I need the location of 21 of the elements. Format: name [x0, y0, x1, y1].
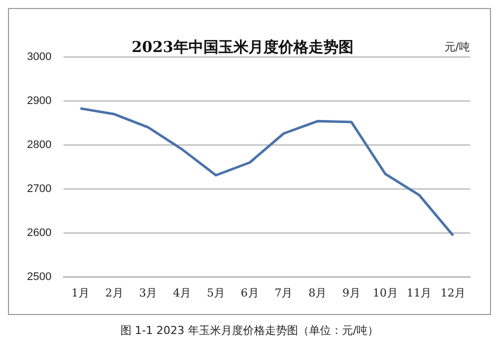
y-tick-label: 3000	[26, 51, 52, 64]
x-tick-label: 10月	[372, 286, 398, 300]
y-axis-title: 元/吨	[444, 40, 470, 54]
x-tick-label: 11月	[406, 286, 432, 300]
y-tick-label: 2900	[26, 94, 52, 107]
x-tick-label: 9月	[342, 286, 360, 300]
x-tick-label: 6月	[240, 286, 259, 300]
x-tick-label: 2月	[105, 286, 124, 300]
x-tick-label: 7月	[274, 286, 293, 300]
x-tick-label: 3月	[139, 286, 158, 300]
y-tick-label: 2700	[26, 182, 52, 195]
x-tick-label: 8月	[308, 286, 327, 300]
x-tick-label: 5月	[206, 286, 225, 300]
x-tick-label: 12月	[440, 286, 466, 300]
caption: 图 1-1 2023 年玉米月度价格走势图（单位：元/吨）	[119, 323, 380, 338]
x-tick-label: 1月	[71, 286, 90, 300]
x-tick-label: 4月	[173, 286, 192, 300]
chart-title: 2023年中国玉米月度价格走势图	[132, 38, 354, 56]
y-tick-label: 2600	[26, 226, 52, 239]
y-tick-label: 2500	[26, 270, 52, 283]
y-tick-label: 2800	[26, 138, 52, 151]
